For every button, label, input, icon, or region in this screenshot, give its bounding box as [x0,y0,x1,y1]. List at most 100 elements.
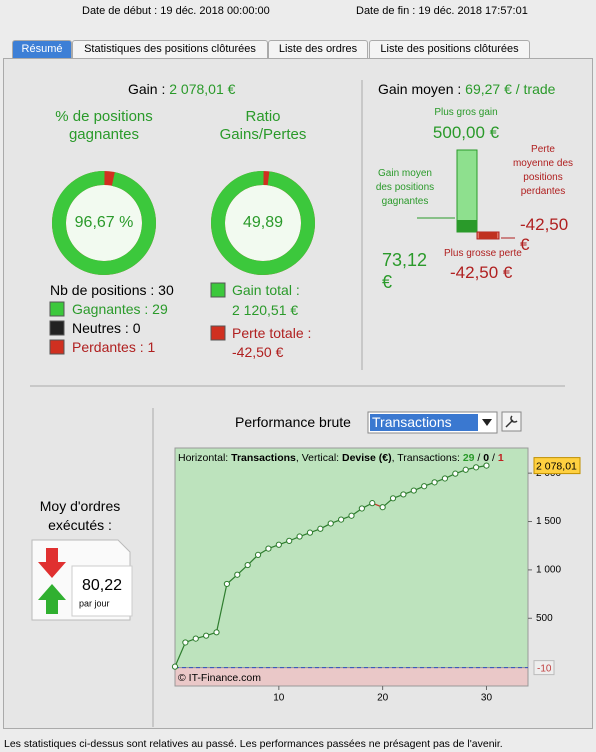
point [452,470,459,477]
chart-info-part: 0 [483,452,489,464]
point [223,580,231,588]
point [234,571,241,578]
orders-box [71,565,133,617]
chart-info-part: Devise (€) [342,452,392,464]
point [171,663,179,670]
legend-swatch [49,339,65,355]
line-segment [215,583,228,633]
point [348,512,355,519]
line-segment [174,642,186,667]
point [286,537,293,544]
chart-info-part: 1 [498,452,504,464]
donut-center [225,185,301,261]
win-pct-title: % de positions gagnantes [55,108,153,143]
point [192,635,199,642]
gain-value: 2 078,01 € [169,81,236,97]
max-gain-label: 500,00 € [432,123,500,142]
point [379,504,386,511]
max-gain-title: Plus gros gain [434,107,498,118]
point [306,529,314,536]
point [265,545,272,552]
last-value-box [533,457,581,475]
x-tick-label: 20 [377,693,389,704]
average-label: Gain moyen : [378,81,466,97]
baseline-label: -10 [537,663,552,674]
average-gain: Gain moyen : 69,27 € / trade [378,81,555,97]
chart-info-part: Horizontal: [178,452,231,464]
orders-unit: par jour [79,598,110,608]
down-arrow [38,548,66,578]
total-loss-label: Perte totale : [232,325,312,341]
point [431,479,438,486]
point [296,533,303,540]
tab[interactable]: Résumé [12,40,72,58]
max-loss-label: -42,50 € [450,263,513,282]
point [462,466,469,473]
point [410,487,417,494]
tab[interactable]: Liste des positions clôturées [369,40,530,58]
avg-loss-bar [479,232,497,239]
tab[interactable]: Statistiques des positions clôturées [72,40,268,58]
donut-center [66,185,142,261]
point [244,561,251,569]
point [338,516,345,523]
point [369,500,376,507]
last-value-label: 2 078,01 [536,460,577,472]
winners: Gagnantes : 29 [72,301,168,317]
baseline-box [533,660,555,676]
losers: Perdantes : 1 [72,339,156,355]
legend-swatch [210,282,226,298]
total-gain: 2 120,51 € [232,302,299,318]
point [275,541,282,548]
point [400,491,407,498]
dropdown-arrow[interactable] [482,419,492,426]
chart-info-part: , Transactions: [392,452,463,464]
select-value[interactable]: Transactions [372,414,452,430]
max-gain-bar [456,149,478,233]
wrench-icon [505,415,518,428]
point [389,495,397,502]
chart-title: Performance brute [235,414,351,430]
total-loss: -42,50 € [232,344,284,360]
chart-info-part: , Vertical: [296,452,342,464]
y-tick-label: 1 500 [536,516,561,527]
ratio-label: 49,89 [242,214,284,231]
point [441,475,449,482]
end-date: Date de fin : 19 déc. 2018 17:57:01 [356,5,528,17]
avg-win-bar [457,220,477,232]
copyright: © IT-Finance.com [178,672,261,684]
nb-positions: Nb de positions : 30 [50,282,174,298]
point [327,520,334,527]
max-loss-title: Plus grosse perte [444,248,522,259]
legend-swatch [49,301,65,317]
chart-info-part: / [475,452,484,464]
point [254,551,262,559]
point [358,505,365,512]
select-highlight [370,414,478,431]
avg-loss-label: -42,50 € [520,215,569,254]
chart-info: Horizontal: Transactions, Vertical: Devi… [178,452,504,464]
point [421,483,428,490]
total-gain-label: Gain total : [232,282,300,298]
tab[interactable]: Liste des ordres [268,40,368,58]
legend-swatch [210,325,226,341]
up-arrow [38,584,66,614]
x-tick-label: 10 [273,693,285,704]
point [483,462,490,469]
point [182,639,189,646]
point [213,629,220,636]
point [472,464,480,471]
avg-win-label: 73,12 € [382,250,428,292]
avg-win-title: Gain moyen des positions gagnantes [375,168,435,207]
neutral: Neutres : 0 [72,320,141,336]
plot-positive [174,447,529,669]
chart-info-part: Transactions [231,452,296,464]
point [317,525,324,532]
point [203,632,210,639]
gain-label: Gain : [128,81,170,97]
donut-win [211,171,315,275]
win-pct-label: 96,67 % [74,214,134,231]
chart-info-part: / [489,452,498,464]
